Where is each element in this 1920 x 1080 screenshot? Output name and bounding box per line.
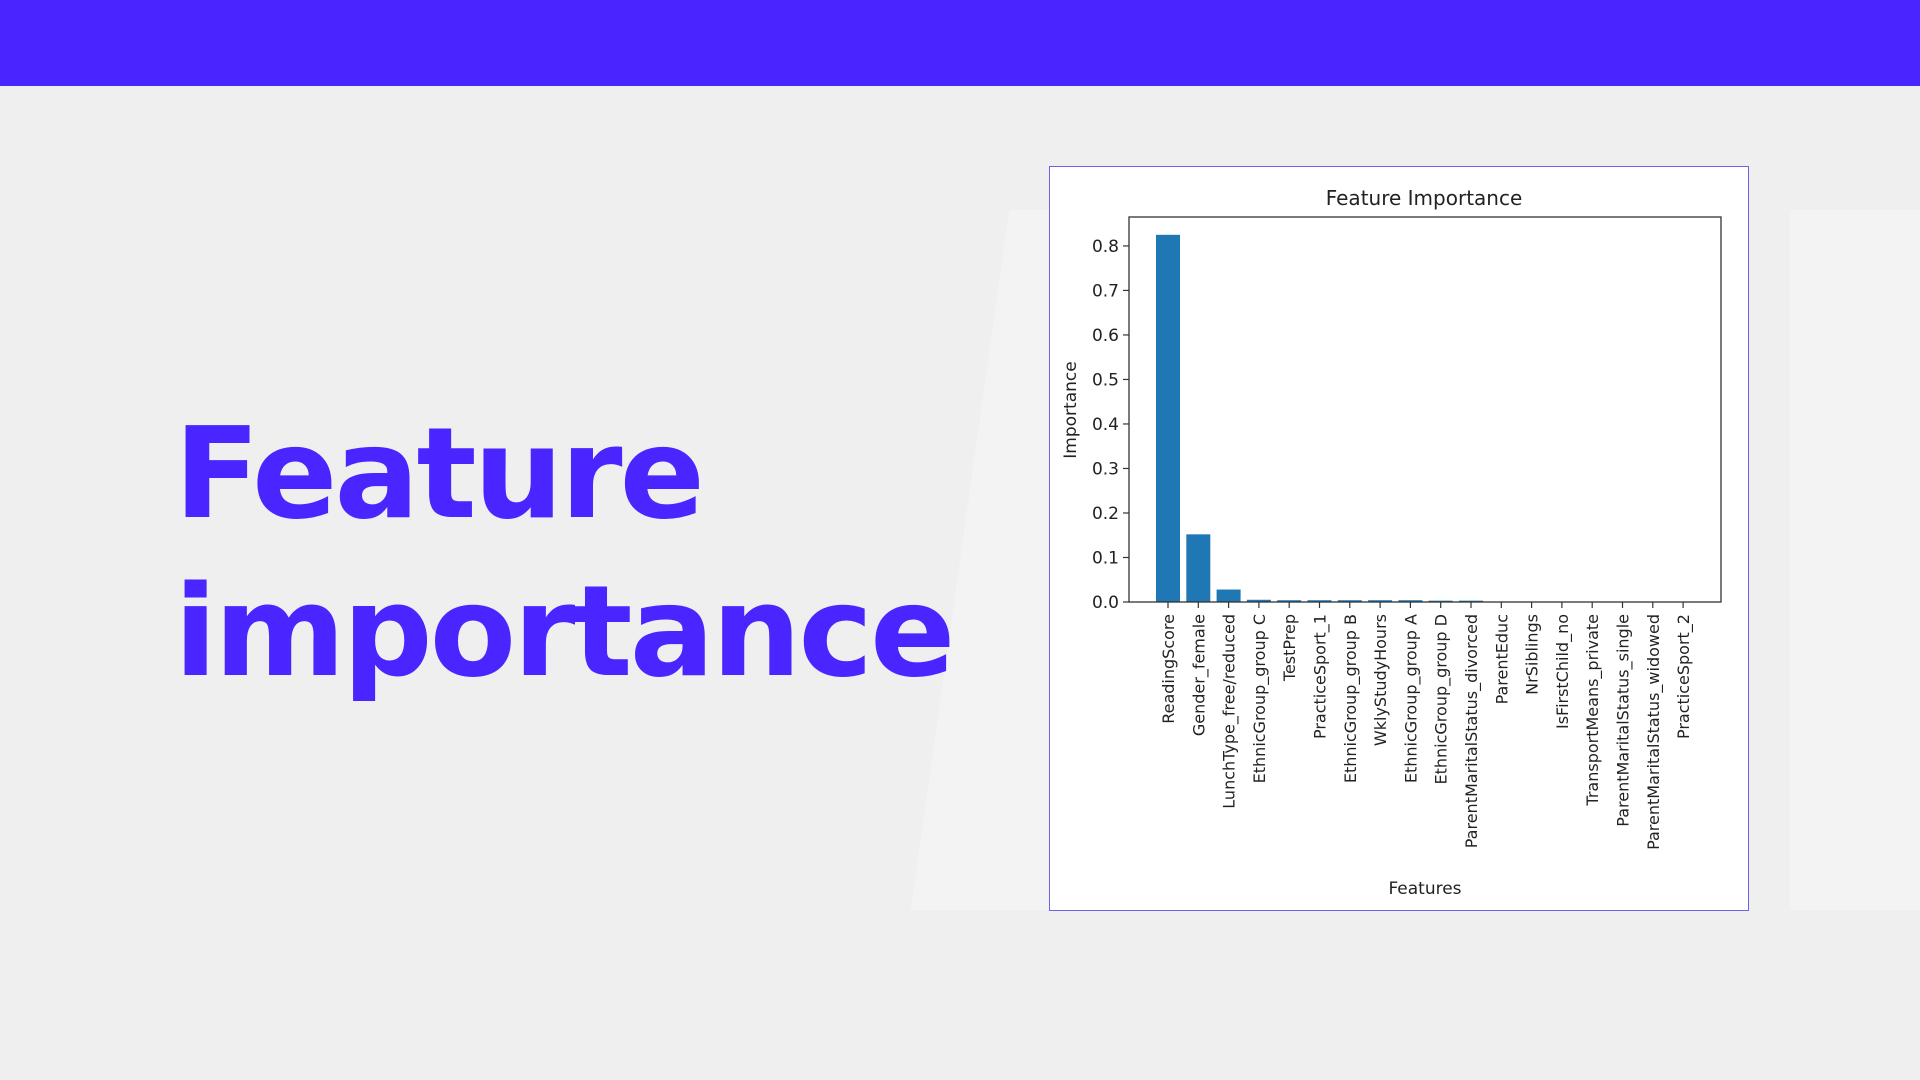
y-axis-label: Importance: [1061, 361, 1081, 458]
x-tick-label: TransportMeans_private: [1583, 614, 1603, 807]
slide-title: Feature importance: [174, 395, 955, 711]
y-tick-label: 0.8: [1092, 237, 1119, 257]
chart-frame: Feature Importance 0.0 0.1 0.2 0.3 0.4 0.5 0.6…: [1049, 166, 1749, 911]
plot-area-frame: [1128, 216, 1722, 603]
bar: [1337, 600, 1362, 602]
feature-importance-chart: Feature Importance 0.0 0.1 0.2 0.3 0.4 0.5 0.6…: [1061, 186, 1722, 899]
bar: [1428, 600, 1453, 602]
y-tick-label: 0.6: [1092, 326, 1119, 346]
x-tick-label: ReadingScore: [1159, 614, 1178, 724]
top-banner: [0, 0, 1920, 86]
bars: [1156, 234, 1696, 602]
x-tick-label: EthnicGroup_group D: [1432, 614, 1452, 785]
x-tick-label: PracticeSport_1: [1311, 614, 1331, 739]
background-decoration: [1790, 210, 1920, 910]
bar: [1277, 600, 1302, 602]
bar: [1156, 234, 1180, 602]
x-tick-label: ParentMaritalStatus_single: [1614, 614, 1634, 827]
bar: [1216, 589, 1241, 602]
x-tick-label: IsFirstChild_no: [1553, 614, 1573, 729]
y-tick-label: 0.1: [1092, 548, 1119, 568]
chart-title: Feature Importance: [1326, 186, 1523, 210]
x-tick-label: ParentMaritalStatus_widowed: [1644, 614, 1664, 850]
x-tick-label: TestPrep: [1280, 614, 1299, 682]
y-tick-label: 0.2: [1092, 504, 1119, 524]
bar: [1398, 600, 1423, 602]
y-tick-label: 0.4: [1092, 415, 1119, 435]
x-tick-label: EthnicGroup_group C: [1250, 614, 1270, 783]
x-tick-label: Gender_female: [1189, 614, 1209, 736]
bar: [1459, 600, 1483, 602]
x-tick-label: ParentMaritalStatus_divorced: [1462, 614, 1482, 848]
x-axis: ReadingScore Gender_female LunchType_free/…: [1159, 602, 1694, 850]
slide-title-line: importance: [174, 558, 955, 705]
x-tick-label: WklyStudyHours: [1371, 614, 1390, 746]
x-tick-label: EthnicGroup_group A: [1401, 614, 1421, 783]
slide-title-line: Feature: [174, 400, 705, 547]
bar: [1186, 534, 1211, 602]
y-tick-label: 0.5: [1092, 370, 1119, 390]
x-tick-label: LunchType_free/reduced: [1220, 614, 1240, 809]
bar: [1307, 600, 1332, 602]
x-tick-label: PracticeSport_2: [1674, 614, 1694, 739]
x-tick-label: ParentEduc: [1492, 614, 1511, 704]
x-tick-label: NrSiblings: [1523, 614, 1542, 695]
x-axis-label: Features: [1388, 879, 1461, 899]
y-axis: 0.0 0.1 0.2 0.3 0.4 0.5 0.6 0.7 0.8: [1092, 237, 1129, 613]
bar: [1368, 600, 1393, 602]
y-tick-label: 0.0: [1092, 593, 1119, 613]
x-tick-label: EthnicGroup_group B: [1341, 614, 1361, 783]
y-tick-label: 0.7: [1092, 281, 1119, 301]
y-tick-label: 0.3: [1092, 459, 1119, 479]
bar: [1246, 599, 1271, 602]
